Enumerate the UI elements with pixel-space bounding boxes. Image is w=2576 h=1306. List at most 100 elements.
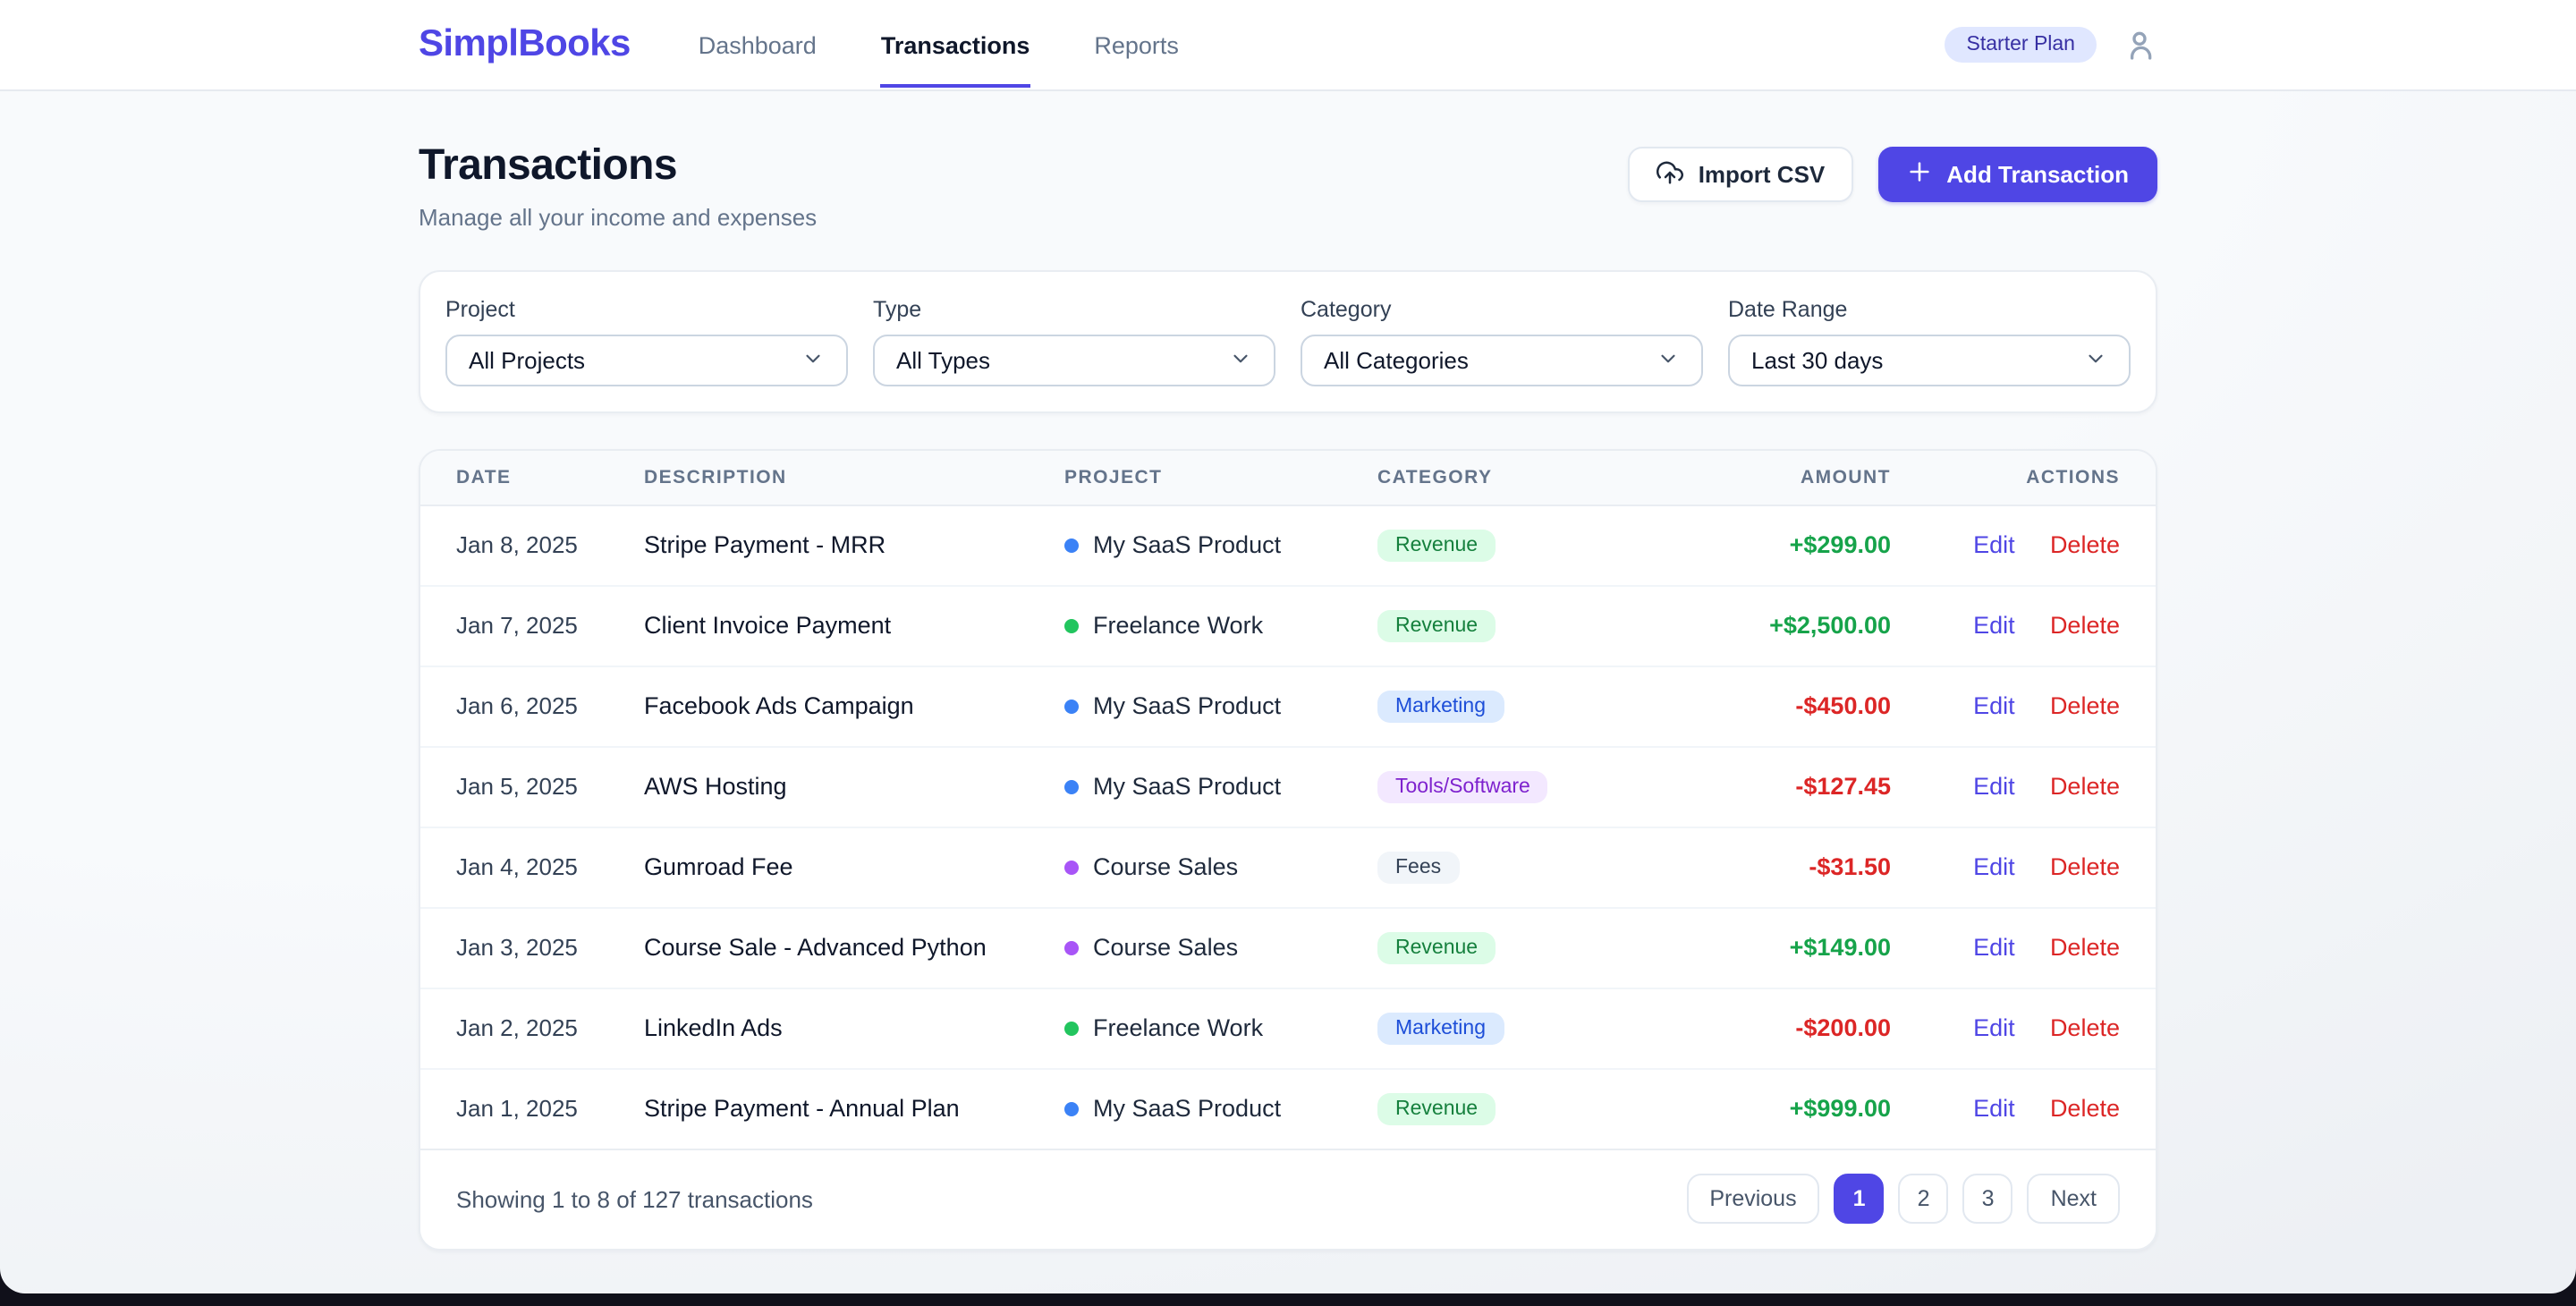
project-color-dot-icon bbox=[1064, 699, 1079, 713]
transactions-table-card: DATE DESCRIPTION PROJECT CATEGORY AMOUNT… bbox=[419, 449, 2157, 1251]
transaction-amount: -$31.50 bbox=[1673, 826, 1905, 907]
edit-link[interactable]: Edit bbox=[1973, 1095, 2015, 1123]
column-header-project: PROJECT bbox=[1064, 451, 1377, 505]
project-name: My SaaS Product bbox=[1093, 1095, 1282, 1123]
plus-icon bbox=[1907, 159, 1932, 190]
page-title: Transactions bbox=[419, 141, 678, 190]
table-row: Jan 6, 2025 Facebook Ads Campaign My Saa… bbox=[420, 665, 2156, 746]
table-row: Jan 3, 2025 Course Sale - Advanced Pytho… bbox=[420, 906, 2156, 988]
column-header-amount: AMOUNT bbox=[1673, 451, 1905, 505]
transaction-description: Gumroad Fee bbox=[644, 826, 1064, 907]
transaction-date: Jan 1, 2025 bbox=[420, 1067, 644, 1149]
transaction-project: My SaaS Product bbox=[1064, 531, 1363, 558]
chevron-down-icon bbox=[1229, 346, 1252, 375]
project-name: My SaaS Product bbox=[1093, 531, 1282, 558]
page-2-button[interactable]: 2 bbox=[1898, 1174, 1949, 1224]
edit-link[interactable]: Edit bbox=[1973, 692, 2015, 719]
transaction-date: Jan 5, 2025 bbox=[420, 745, 644, 827]
edit-link[interactable]: Edit bbox=[1973, 934, 2015, 961]
project-color-dot-icon bbox=[1064, 1021, 1079, 1035]
table-row: Jan 2, 2025 LinkedIn Ads Freelance Work … bbox=[420, 987, 2156, 1068]
transactions-tbody: Jan 8, 2025 Stripe Payment - MRR My SaaS… bbox=[420, 505, 2156, 1149]
category-badge: Marketing bbox=[1377, 690, 1504, 722]
edit-link[interactable]: Edit bbox=[1973, 1014, 2015, 1041]
project-name: Course Sales bbox=[1093, 853, 1239, 880]
table-row: Jan 1, 2025 Stripe Payment - Annual Plan… bbox=[420, 1067, 2156, 1149]
project-name: My SaaS Product bbox=[1093, 692, 1282, 719]
chevron-down-icon bbox=[2084, 346, 2107, 375]
transaction-project: Freelance Work bbox=[1064, 1014, 1363, 1041]
previous-page-button[interactable]: Previous bbox=[1686, 1174, 1820, 1224]
category-badge: Revenue bbox=[1377, 1092, 1496, 1125]
page-1-button[interactable]: 1 bbox=[1834, 1174, 1885, 1224]
date-range-filter-select[interactable]: Last 30 days bbox=[1728, 335, 2131, 386]
add-transaction-button[interactable]: Add Transaction bbox=[1878, 147, 2157, 202]
category-badge: Fees bbox=[1377, 851, 1460, 883]
upload-cloud-icon bbox=[1657, 158, 1684, 191]
delete-link[interactable]: Delete bbox=[2049, 934, 2120, 961]
next-page-button[interactable]: Next bbox=[2027, 1174, 2120, 1224]
nav-item-transactions[interactable]: Transactions bbox=[880, 3, 1030, 87]
transaction-description: Client Invoice Payment bbox=[644, 584, 1064, 666]
page-subtitle: Manage all your income and expenses bbox=[419, 204, 818, 231]
transaction-description: Stripe Payment - MRR bbox=[644, 505, 1064, 585]
column-header-category: CATEGORY bbox=[1377, 451, 1673, 505]
delete-link[interactable]: Delete bbox=[2049, 853, 2120, 880]
project-filter-label: Project bbox=[445, 297, 515, 322]
category-badge: Revenue bbox=[1377, 609, 1496, 641]
transaction-project: Course Sales bbox=[1064, 934, 1363, 961]
table-row: Jan 5, 2025 AWS Hosting My SaaS Product … bbox=[420, 745, 2156, 827]
table-row: Jan 8, 2025 Stripe Payment - MRR My SaaS… bbox=[420, 505, 2156, 585]
transaction-amount: +$299.00 bbox=[1673, 505, 1905, 585]
category-badge: Marketing bbox=[1377, 1012, 1504, 1044]
edit-link[interactable]: Edit bbox=[1973, 612, 2015, 639]
chevron-down-icon bbox=[801, 346, 825, 375]
user-avatar-icon[interactable] bbox=[2122, 27, 2157, 63]
edit-link[interactable]: Edit bbox=[1973, 773, 2015, 800]
transaction-date: Jan 6, 2025 bbox=[420, 665, 644, 746]
category-filter-select[interactable]: All Categories bbox=[1301, 335, 1703, 386]
edit-link[interactable]: Edit bbox=[1973, 853, 2015, 880]
delete-link[interactable]: Delete bbox=[2049, 773, 2120, 800]
delete-link[interactable]: Delete bbox=[2049, 692, 2120, 719]
transaction-project: My SaaS Product bbox=[1064, 692, 1363, 719]
nav-item-dashboard[interactable]: Dashboard bbox=[698, 31, 817, 58]
project-color-dot-icon bbox=[1064, 618, 1079, 632]
column-header-actions: ACTIONS bbox=[1905, 451, 2156, 505]
project-name: Course Sales bbox=[1093, 934, 1239, 961]
transaction-description: AWS Hosting bbox=[644, 745, 1064, 827]
project-name: My SaaS Product bbox=[1093, 773, 1282, 800]
transaction-description: Stripe Payment - Annual Plan bbox=[644, 1067, 1064, 1149]
delete-link[interactable]: Delete bbox=[2049, 1014, 2120, 1041]
project-name: Freelance Work bbox=[1093, 1014, 1264, 1041]
chevron-down-icon bbox=[1657, 346, 1680, 375]
category-badge: Tools/Software bbox=[1377, 770, 1548, 802]
transaction-project: My SaaS Product bbox=[1064, 1096, 1363, 1123]
transaction-date: Jan 4, 2025 bbox=[420, 826, 644, 907]
type-filter-select[interactable]: All Types bbox=[873, 335, 1275, 386]
date-range-filter-label: Date Range bbox=[1728, 297, 1848, 322]
edit-link[interactable]: Edit bbox=[1973, 531, 2015, 558]
transaction-amount: +$2,500.00 bbox=[1673, 584, 1905, 666]
delete-link[interactable]: Delete bbox=[2049, 1095, 2120, 1123]
transaction-project: Freelance Work bbox=[1064, 612, 1363, 639]
nav-item-reports[interactable]: Reports bbox=[1094, 31, 1179, 58]
project-filter-select[interactable]: All Projects bbox=[445, 335, 848, 386]
transaction-date: Jan 3, 2025 bbox=[420, 906, 644, 988]
page-3-button[interactable]: 3 bbox=[1962, 1174, 2013, 1224]
import-csv-button[interactable]: Import CSV bbox=[1628, 147, 1854, 202]
transaction-description: LinkedIn Ads bbox=[644, 987, 1064, 1068]
project-color-dot-icon bbox=[1064, 538, 1079, 552]
transaction-date: Jan 8, 2025 bbox=[420, 505, 644, 585]
transaction-amount: +$999.00 bbox=[1673, 1067, 1905, 1149]
project-color-dot-icon bbox=[1064, 779, 1079, 793]
project-color-dot-icon bbox=[1064, 940, 1079, 954]
delete-link[interactable]: Delete bbox=[2049, 531, 2120, 558]
delete-link[interactable]: Delete bbox=[2049, 612, 2120, 639]
plan-badge: Starter Plan bbox=[1945, 27, 2097, 63]
transaction-amount: -$450.00 bbox=[1673, 665, 1905, 746]
